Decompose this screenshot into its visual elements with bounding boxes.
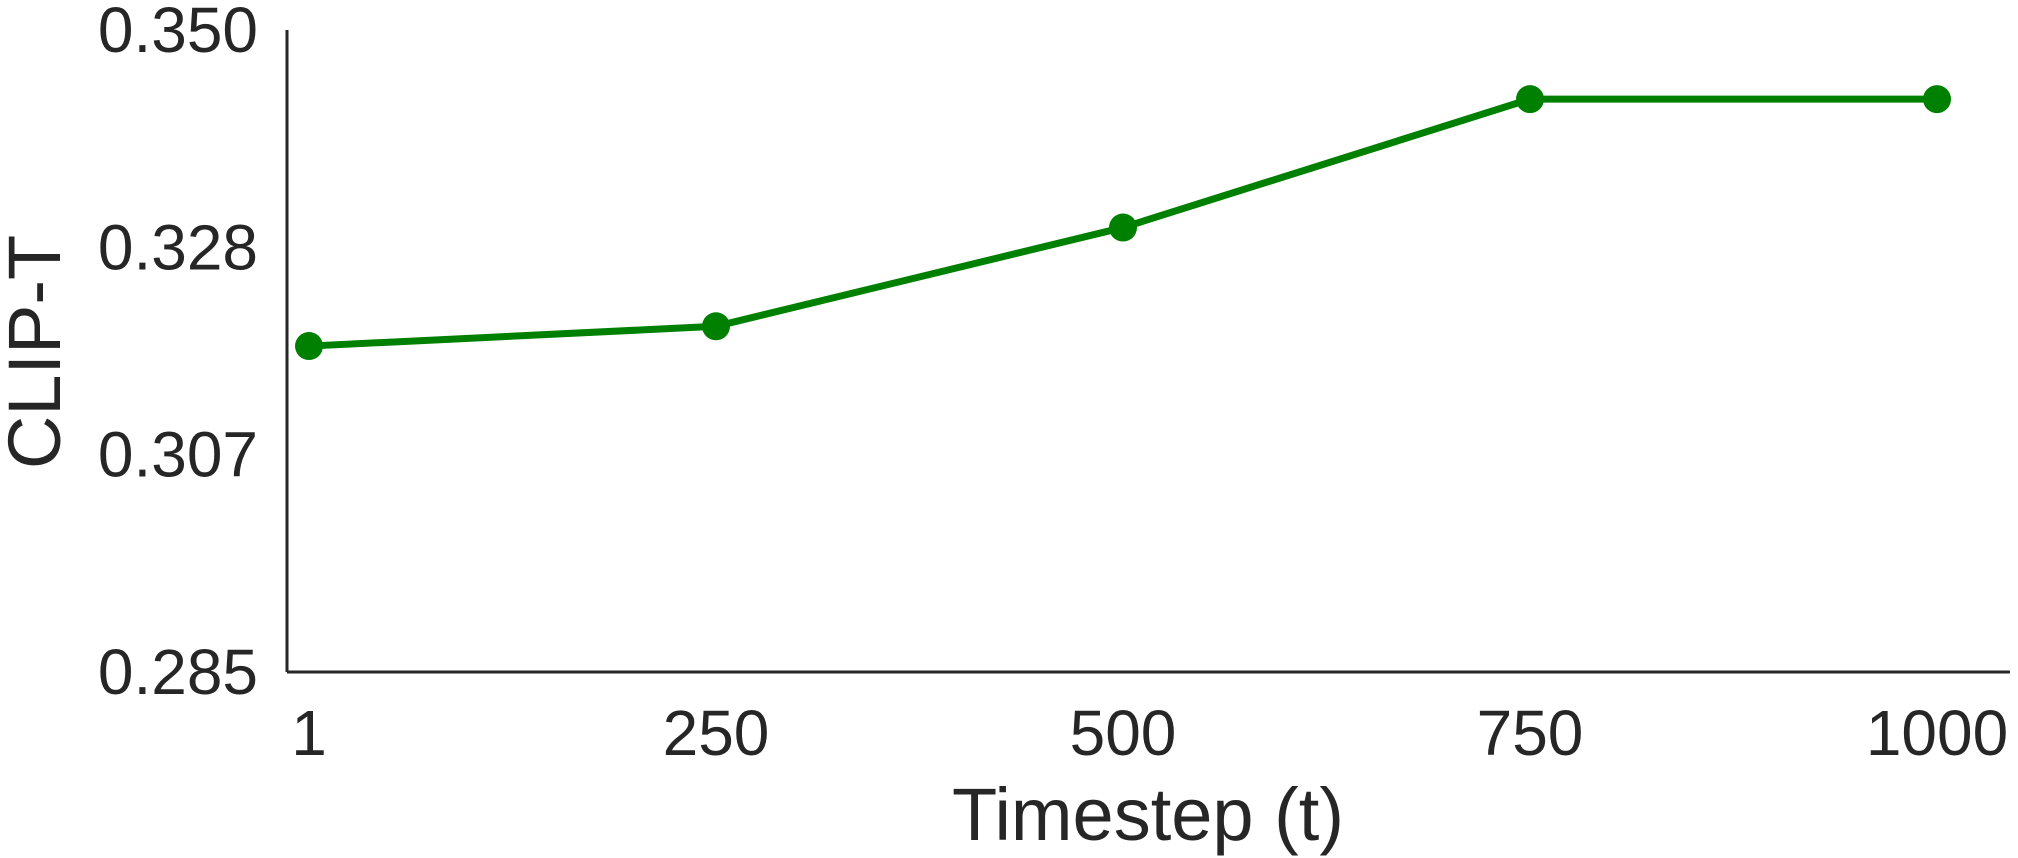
y-axis-label: CLIP-T	[0, 235, 76, 469]
data-point	[1516, 85, 1544, 114]
y-tick-label: 0.285	[98, 636, 258, 708]
data-point	[295, 332, 323, 361]
x-tick-labels: 1 250 500 750 1000	[291, 697, 2008, 769]
x-tick-label: 750	[1477, 697, 1584, 769]
data-point	[1923, 85, 1951, 114]
series-layer	[295, 85, 1951, 361]
x-tick-label: 1000	[1866, 697, 2008, 769]
x-axis-label: Timestep (t)	[952, 773, 1344, 856]
y-tick-label: 0.328	[98, 211, 258, 283]
data-point	[702, 312, 730, 341]
x-tick-label: 500	[1070, 697, 1177, 769]
y-tick-label: 0.350	[98, 0, 258, 66]
x-tick-label: 1	[291, 697, 327, 769]
y-tick-labels: 0.350 0.328 0.307 0.285	[98, 0, 258, 708]
data-point	[1109, 213, 1137, 242]
y-tick-label: 0.307	[98, 419, 258, 491]
x-tick-label: 250	[663, 697, 770, 769]
